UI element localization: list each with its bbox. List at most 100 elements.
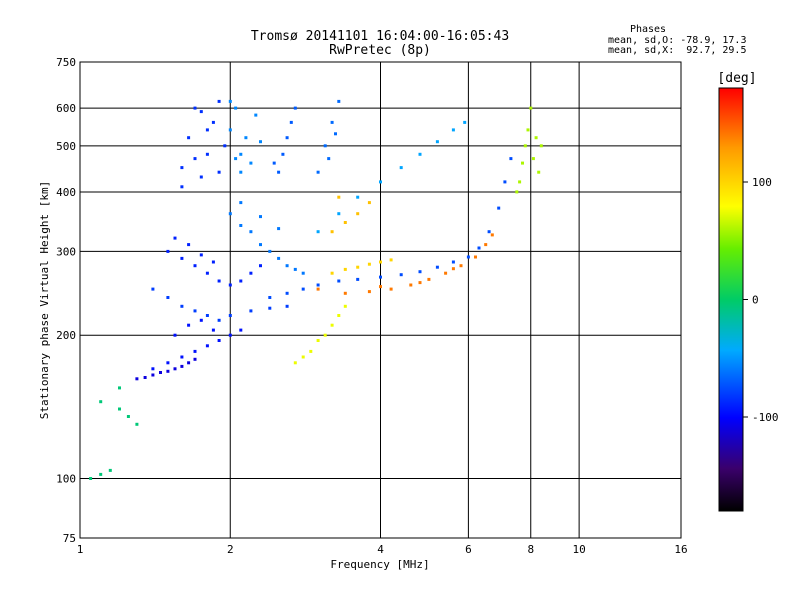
data-point (418, 270, 422, 274)
data-point (330, 230, 334, 234)
data-point (234, 106, 238, 110)
chart-subtitle: RwPretec (8p) (329, 43, 431, 58)
data-point (337, 314, 341, 317)
data-point (463, 120, 467, 124)
stats-heading: Phases (630, 24, 666, 35)
data-point (99, 472, 103, 476)
data-point (523, 144, 527, 148)
data-point (254, 113, 258, 117)
data-point (249, 230, 253, 234)
data-point (330, 323, 334, 327)
data-point (285, 304, 289, 308)
data-point (135, 422, 139, 426)
data-point (444, 271, 448, 275)
data-point (399, 166, 403, 170)
data-point (277, 170, 281, 174)
data-point (239, 201, 243, 205)
data-point (239, 152, 243, 156)
data-point (451, 260, 455, 264)
data-point (343, 221, 347, 224)
data-point (268, 296, 272, 299)
data-point (293, 106, 297, 110)
data-point (356, 212, 360, 216)
y-tick-label: 300 (56, 245, 76, 258)
data-point (268, 306, 272, 310)
data-point (337, 99, 341, 103)
data-point (118, 407, 121, 411)
data-point (193, 349, 197, 353)
data-point (367, 201, 371, 205)
data-point (187, 136, 191, 140)
data-point (534, 136, 538, 140)
data-point (199, 253, 203, 257)
data-point (337, 279, 341, 283)
data-point (367, 290, 371, 294)
data-point (244, 136, 248, 140)
stats-line-x: mean, sd,X: 92.7, 29.5 (608, 45, 746, 56)
data-point (239, 279, 243, 283)
y-axis-label: Stationary phase Virtual Height [km] (38, 181, 51, 419)
data-point (228, 314, 232, 317)
data-point (477, 246, 481, 250)
y-tick-label: 200 (56, 329, 76, 342)
data-point (285, 291, 289, 295)
data-point (356, 277, 360, 281)
data-point (418, 281, 422, 285)
data-point (459, 264, 463, 268)
data-point (166, 296, 170, 299)
data-point (193, 357, 197, 361)
data-point (239, 170, 243, 174)
y-tick-label: 600 (56, 102, 76, 115)
data-point (187, 323, 191, 327)
data-point (151, 367, 155, 371)
data-point (180, 166, 184, 170)
data-point (323, 333, 327, 337)
data-point (259, 243, 262, 247)
data-point (166, 361, 170, 365)
data-point (259, 264, 262, 268)
data-point (301, 287, 305, 291)
data-point (180, 364, 184, 368)
data-point (228, 99, 232, 103)
data-point (272, 161, 276, 165)
data-point (217, 279, 221, 283)
data-point (427, 277, 431, 281)
data-point (537, 170, 541, 174)
data-point (356, 195, 360, 199)
data-point (205, 152, 209, 156)
data-point (474, 255, 477, 259)
data-point (515, 190, 519, 194)
data-point (409, 283, 413, 287)
data-point (205, 314, 209, 317)
data-point (316, 283, 320, 287)
data-point (337, 212, 341, 216)
data-point (435, 265, 439, 269)
data-point (309, 349, 313, 353)
data-point (277, 256, 281, 260)
x-tick-label: 2 (227, 543, 234, 556)
data-point (316, 230, 320, 234)
data-point (466, 255, 470, 259)
data-point (343, 291, 347, 295)
data-point (418, 152, 422, 156)
y-tick-label: 100 (56, 473, 76, 486)
data-point (143, 376, 147, 379)
data-point (451, 267, 455, 271)
data-point (173, 333, 177, 337)
data-point (389, 287, 393, 291)
colorbar-tick-label: 100 (752, 176, 772, 189)
data-point (173, 367, 177, 371)
data-point (249, 271, 253, 275)
data-point (487, 230, 491, 234)
chart-title: Tromsø 20141101 16:04:00-16:05:43 (251, 29, 509, 44)
data-point (301, 355, 305, 359)
data-point (337, 195, 341, 199)
data-point (193, 264, 197, 268)
data-point (531, 157, 535, 161)
data-point (173, 236, 177, 240)
data-point (379, 285, 382, 289)
data-point (180, 256, 184, 260)
x-tick-label: 1 (77, 543, 84, 556)
data-point (281, 152, 285, 156)
